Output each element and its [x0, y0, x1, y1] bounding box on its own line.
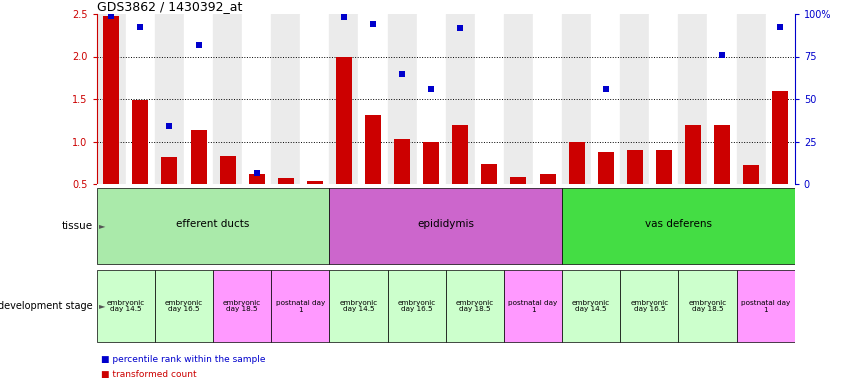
Bar [155, 270, 213, 342]
Bar [184, 14, 213, 184]
Bar [161, 157, 177, 184]
Bar [452, 124, 468, 184]
Text: ■ transformed count: ■ transformed count [101, 369, 197, 379]
Bar [423, 141, 439, 184]
Bar [155, 14, 184, 184]
Bar [97, 14, 126, 184]
Bar [707, 14, 737, 184]
Text: tissue: tissue [61, 221, 93, 231]
Bar [562, 14, 591, 184]
Bar [591, 14, 620, 184]
Bar [388, 270, 446, 342]
Bar [685, 125, 701, 184]
Bar [300, 14, 330, 184]
Text: postnatal day
1: postnatal day 1 [276, 300, 325, 313]
Bar [649, 14, 679, 184]
Text: epididymis: epididymis [417, 219, 474, 229]
Bar [765, 14, 795, 184]
Bar [191, 131, 207, 184]
Bar [271, 14, 300, 184]
Bar [481, 164, 497, 184]
Bar [743, 165, 759, 184]
Text: embryonic
day 16.5: embryonic day 16.5 [398, 300, 436, 313]
Bar [213, 270, 271, 342]
Bar [126, 14, 155, 184]
Bar [679, 14, 707, 184]
Text: embryonic
day 14.5: embryonic day 14.5 [107, 300, 145, 313]
Text: ■ percentile rank within the sample: ■ percentile rank within the sample [101, 356, 266, 364]
Bar [737, 270, 795, 342]
Bar [97, 188, 330, 264]
Text: development stage: development stage [0, 301, 93, 311]
Bar [598, 152, 614, 184]
Bar [510, 177, 526, 184]
Text: embryonic
day 16.5: embryonic day 16.5 [630, 300, 669, 313]
Text: embryonic
day 18.5: embryonic day 18.5 [689, 300, 727, 313]
Bar [97, 270, 155, 342]
Bar [562, 188, 795, 264]
Bar [446, 14, 475, 184]
Text: postnatal day
1: postnatal day 1 [508, 300, 558, 313]
Bar [540, 174, 556, 184]
Bar [504, 14, 533, 184]
Bar [249, 174, 265, 184]
Bar [330, 14, 358, 184]
Bar [330, 188, 562, 264]
Text: embryonic
day 18.5: embryonic day 18.5 [223, 300, 262, 313]
Text: efferent ducts: efferent ducts [177, 219, 250, 229]
Bar [365, 115, 381, 184]
Bar [504, 270, 562, 342]
Bar [679, 270, 737, 342]
Text: postnatal day
1: postnatal day 1 [741, 300, 791, 313]
Bar [656, 150, 672, 184]
Bar [103, 16, 119, 184]
Bar [562, 270, 621, 342]
Bar [772, 91, 788, 184]
Bar [278, 178, 294, 184]
Bar [213, 14, 242, 184]
Bar [388, 14, 416, 184]
Text: ►: ► [99, 222, 106, 230]
Bar [132, 100, 148, 184]
Bar [446, 270, 504, 342]
Text: vas deferens: vas deferens [645, 219, 712, 229]
Bar [569, 141, 584, 184]
Bar [737, 14, 765, 184]
Text: embryonic
day 16.5: embryonic day 16.5 [165, 300, 203, 313]
Bar [475, 14, 504, 184]
Bar [533, 14, 562, 184]
Bar [271, 270, 330, 342]
Bar [336, 57, 352, 184]
Bar [307, 182, 323, 184]
Text: ►: ► [99, 301, 106, 311]
Bar [620, 270, 679, 342]
Bar [416, 14, 446, 184]
Bar [242, 14, 271, 184]
Bar [620, 14, 649, 184]
Bar [394, 139, 410, 184]
Bar [714, 124, 730, 184]
Text: embryonic
day 18.5: embryonic day 18.5 [456, 300, 494, 313]
Bar [627, 150, 643, 184]
Bar [358, 14, 388, 184]
Text: embryonic
day 14.5: embryonic day 14.5 [340, 300, 378, 313]
Bar [330, 270, 388, 342]
Text: GDS3862 / 1430392_at: GDS3862 / 1430392_at [97, 0, 242, 13]
Text: embryonic
day 14.5: embryonic day 14.5 [572, 300, 611, 313]
Bar [220, 156, 235, 184]
